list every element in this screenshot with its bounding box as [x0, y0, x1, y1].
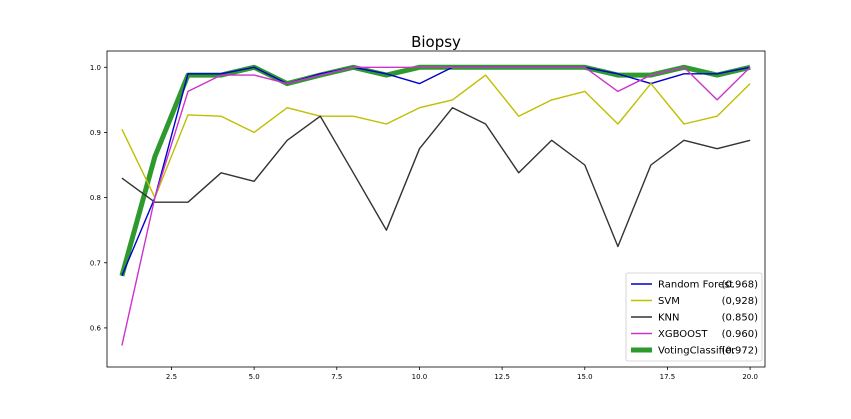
- legend-box: [625, 272, 763, 362]
- legend: Random Forest(0.968) SVM (0,928) KNN (0.850)…: [625, 272, 763, 362]
- y-tick-label: 1.0: [90, 64, 101, 72]
- legend-label: VotingClassifier: [658, 346, 736, 357]
- series-layer: [119, 64, 751, 346]
- chart-title: Biopsy: [411, 33, 461, 51]
- series-line-random-forest: [121, 66, 751, 277]
- x-tick-label: 12.5: [494, 373, 510, 381]
- y-tick-label: 0.6: [90, 324, 102, 332]
- series-line-votingclassifier: [119, 64, 751, 277]
- x-tick-label: 17.5: [660, 373, 676, 381]
- legend-label: XGBOOST: [658, 329, 708, 340]
- legend-score: (0.850): [722, 313, 759, 324]
- axes-layer: 2.5 5.0 7.5 10.0 12.5 15.0 17.5 20.0 0.6 0.7 0.8 0.…: [90, 64, 758, 381]
- legend-score: (0,928): [722, 296, 759, 307]
- legend-score: (0.968): [722, 280, 759, 291]
- legend-label: Random Forest: [658, 280, 733, 291]
- legend-score: (0.960): [722, 329, 759, 340]
- series-line-xgboost: [121, 66, 751, 346]
- y-tick-label: 0.7: [90, 259, 101, 267]
- y-tick-label: 0.8: [90, 194, 101, 202]
- x-tick-label: 2.5: [166, 373, 177, 381]
- legend-label: SVM: [658, 296, 680, 307]
- x-tick-label: 20.0: [742, 373, 758, 381]
- x-tick-label: 5.0: [249, 373, 260, 381]
- y-tick-label: 0.9: [90, 129, 101, 137]
- x-tick-label: 10.0: [412, 373, 428, 381]
- series-line-knn: [121, 106, 751, 248]
- legend-score: (0.972): [722, 346, 759, 357]
- x-tick-label: 15.0: [577, 373, 593, 381]
- plot-area-frame: [106, 50, 766, 368]
- series-line-svm: [121, 74, 751, 199]
- x-tick-label: 7.5: [331, 373, 342, 381]
- legend-label: KNN: [658, 313, 680, 324]
